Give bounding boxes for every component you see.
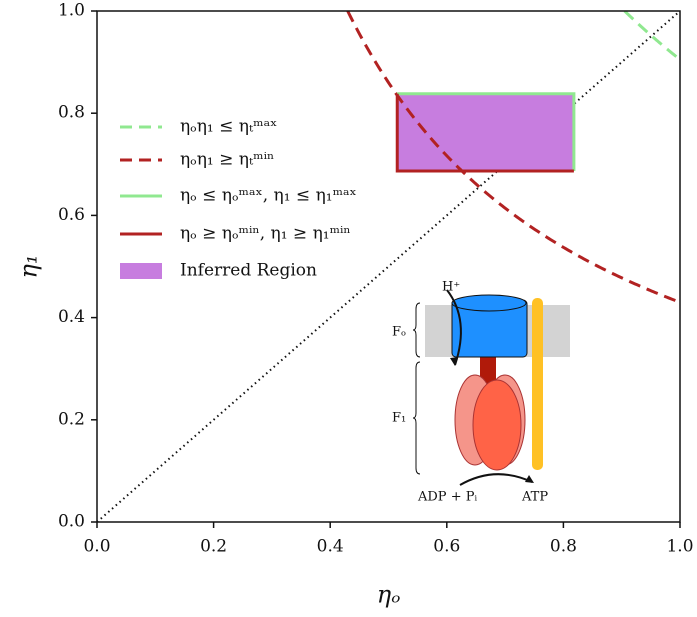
lower-bound	[395, 93, 574, 173]
x-tick-label: 0.2	[200, 537, 227, 557]
legend-label: ηₒ ≤ ηₒᵐᵃˣ, η₁ ≤ η₁ᵐᵃˣ	[180, 186, 357, 206]
legend-label: Inferred Region	[180, 261, 317, 281]
upper-bound	[397, 92, 576, 171]
x-tick-label: 0.8	[550, 537, 577, 557]
y-axis-label: η₁	[15, 255, 43, 279]
y-tick-label: 0.2	[58, 409, 85, 429]
y-tick-label: 1.0	[58, 1, 85, 21]
y-tick-label: 0.8	[58, 103, 85, 123]
y-tick-label: 0.0	[58, 512, 85, 532]
inset-diagram: H⁺ Fₒ F₁ ADP + Pᵢ ATP	[392, 280, 570, 505]
arrowhead	[525, 475, 534, 483]
x-tick-label: 1.0	[666, 537, 693, 557]
synthesis-arrow	[459, 473, 533, 486]
x-tick-label: 0.4	[317, 537, 344, 557]
brace	[412, 361, 421, 475]
legend-label: ηₒ ≥ ηₒᵐⁱⁿ, η₁ ≥ η₁ᵐⁱⁿ	[180, 224, 351, 244]
label-atp: ATP	[521, 490, 548, 505]
legend-label: ηₒη₁ ≤ ηₜᵐᵃˣ	[180, 117, 277, 137]
inferred-region	[397, 93, 574, 171]
plot-area	[97, 11, 680, 522]
fo-rotor-top	[451, 294, 527, 312]
brace	[412, 302, 421, 358]
x-tick-label: 0.0	[83, 537, 110, 557]
label-proton: H⁺	[442, 280, 460, 295]
x-tick-label: 0.6	[433, 537, 460, 557]
bound-curve	[623, 11, 680, 61]
label-f1: F₁	[392, 411, 406, 426]
label-fo: Fₒ	[392, 325, 406, 340]
diagonal	[97, 11, 680, 522]
x-axis-label: ηₒ	[377, 581, 401, 609]
y-tick-label: 0.4	[58, 307, 85, 327]
y-tick-label: 0.6	[58, 205, 85, 225]
stator	[532, 298, 543, 470]
f1-subunit	[472, 379, 522, 471]
proton-arrow	[446, 289, 462, 366]
axes-frame	[96, 10, 681, 523]
legend-swatch	[120, 263, 162, 279]
label-adp: ADP + Pᵢ	[417, 490, 477, 505]
legend-label: ηₒη₁ ≥ ηₜᵐⁱⁿ	[180, 150, 274, 170]
plot: 0.0 0.2 0.4 0.6 0.8 1.00.00.20.40.60.81.0ηₒη₁…	[15, 1, 694, 609]
arrowhead	[450, 357, 458, 366]
